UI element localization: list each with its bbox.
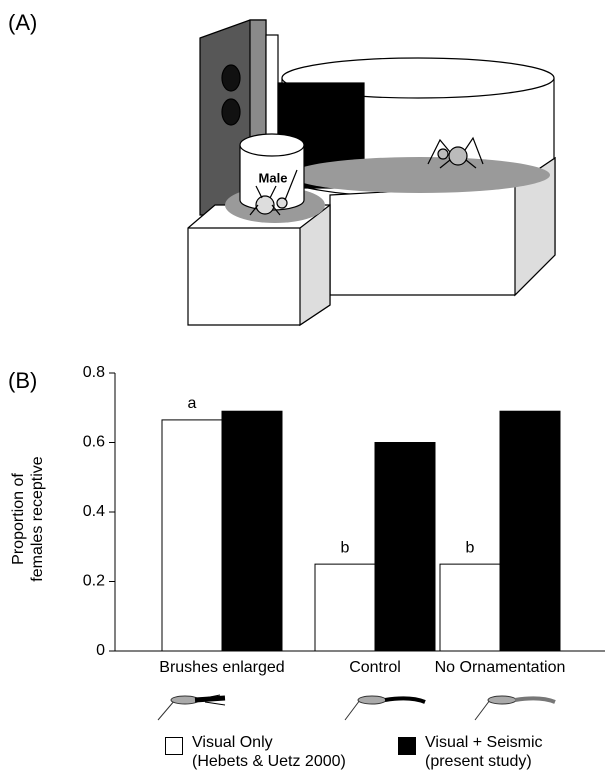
significance-letter: b xyxy=(341,539,350,556)
figure: (A) (B) Male 0 0.2 0.4 0.6 0.8 Brushes enlarg… xyxy=(0,0,606,779)
panel-label: (A) xyxy=(8,10,37,35)
legend-label: Visual Only (Hebets & Uetz 2000) xyxy=(192,733,346,771)
leg-icons xyxy=(158,695,555,720)
y-axis-label: Proportion of females receptive xyxy=(9,439,47,599)
legend-label: Visual + Seismic (present study) xyxy=(425,733,543,771)
bar xyxy=(315,564,375,651)
significance-letter: b xyxy=(466,539,475,556)
diagram-label: Male xyxy=(259,170,288,185)
y-tick-label: 0.2 xyxy=(83,573,105,590)
bar xyxy=(500,411,560,651)
bar xyxy=(440,564,500,651)
significance-letter: a xyxy=(188,395,197,412)
y-tick-label: 0.6 xyxy=(83,434,105,451)
y-tick-label: 0 xyxy=(96,642,105,659)
panel-label: (B) xyxy=(8,368,37,393)
bar xyxy=(162,420,222,651)
legend-swatch xyxy=(398,737,416,755)
y-tick-label: 0.4 xyxy=(83,503,105,520)
y-tick-label: 0.8 xyxy=(83,364,105,381)
apparatus-diagram xyxy=(188,20,555,325)
legend-swatch xyxy=(165,737,183,755)
chart: (A) (B) Male 0 0.2 0.4 0.6 0.8 Brushes enlarg… xyxy=(0,0,606,779)
bar xyxy=(222,411,282,651)
bar xyxy=(375,443,435,652)
x-tick-label: Control xyxy=(349,659,401,676)
x-tick-label: No Ornamentation xyxy=(435,659,566,676)
x-tick-label: Brushes enlarged xyxy=(159,659,284,676)
